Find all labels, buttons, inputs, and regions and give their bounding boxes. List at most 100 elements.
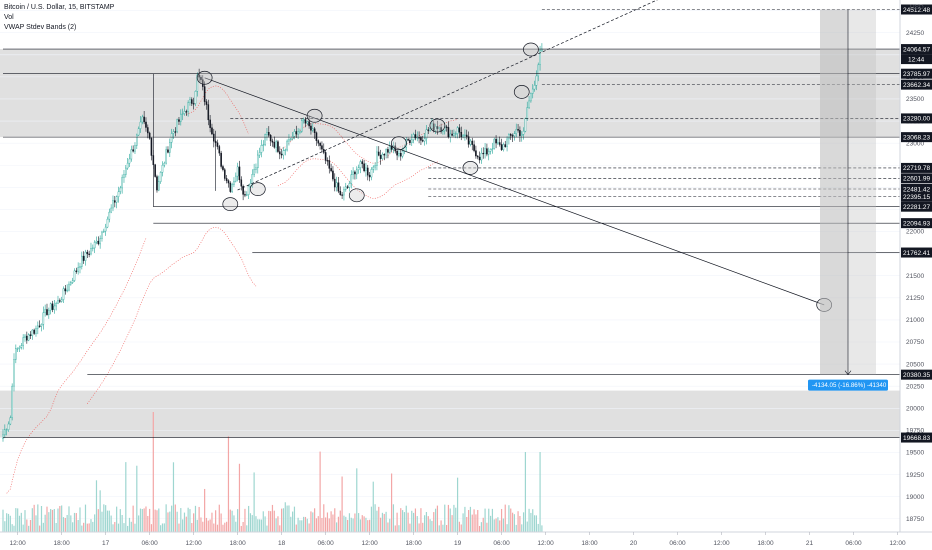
volume-bar [95, 480, 98, 532]
volume-bar [390, 473, 393, 532]
volume-bar [488, 508, 490, 532]
candle-body [73, 270, 76, 281]
volume-bar [466, 516, 468, 532]
volume-bar [99, 490, 101, 532]
volume-bar [66, 514, 68, 532]
price-range-measure[interactable]: -4134.05 (-16.86%) -41340 [808, 9, 888, 391]
volume-bar [211, 512, 213, 532]
volume-bar [308, 523, 310, 532]
candle-body [189, 99, 191, 103]
candle-body [154, 164, 156, 177]
volume-bar [348, 513, 351, 532]
volume-bar [68, 506, 70, 532]
volume-bar [191, 523, 193, 532]
candle-body [352, 171, 354, 175]
volume-bar [59, 506, 61, 532]
volume-bar [174, 504, 176, 532]
candle-body [432, 123, 435, 131]
candle-body [13, 359, 15, 387]
volume-bar [242, 522, 244, 532]
candle-body [273, 142, 276, 148]
volume-indicator-label[interactable]: Vol [4, 14, 14, 21]
volume-bar [431, 520, 433, 532]
volume-bar [116, 506, 118, 532]
candle-body [190, 99, 193, 104]
candle-body [247, 185, 250, 195]
candle-body [163, 162, 166, 166]
volume-bar [361, 515, 363, 532]
level-label-box [901, 173, 932, 184]
volume-bar [229, 509, 231, 532]
volume-bar [139, 508, 142, 532]
volume-bar [193, 513, 195, 532]
volume-bar [198, 506, 200, 532]
volume-bar [273, 510, 275, 532]
chart-legend: Bitcoin / U.S. Dollar, 15, BITSTAMP Vol … [4, 3, 114, 33]
candle-body [35, 327, 37, 334]
pivot-circle [196, 70, 213, 85]
candle-body [5, 429, 8, 431]
volume-bar [334, 508, 336, 532]
volume-bar [55, 523, 57, 532]
pivot-circle [429, 118, 446, 133]
level-label: 23785.97 [903, 71, 930, 78]
level-label: 24512.48 [903, 7, 930, 14]
volume-bar [473, 509, 475, 532]
vwap-band-line [186, 85, 249, 135]
volume-bar [378, 506, 380, 532]
pivot-circle [391, 136, 407, 151]
level-label: 23068.23 [903, 134, 930, 141]
volume-bar [251, 515, 253, 532]
candle-body [218, 146, 221, 154]
volume-bar [108, 510, 110, 532]
candle-body [181, 113, 184, 115]
candle-body [383, 153, 386, 156]
candle-body [40, 324, 43, 327]
volume-bar [70, 515, 72, 532]
candle-body [324, 152, 327, 161]
volume-bar [147, 515, 149, 532]
currency-label[interactable]: USD [910, 4, 924, 11]
candle-body [11, 385, 13, 418]
volume-bar [17, 508, 19, 532]
candle-body [145, 121, 147, 128]
volume-bar [31, 508, 33, 532]
candle-body [377, 151, 380, 156]
volume-bar [444, 504, 446, 532]
candle-body [88, 253, 90, 255]
candle-body [519, 130, 521, 136]
candle-body [368, 174, 371, 178]
vwap-indicator-label[interactable]: VWAP Stdev Bands (2) [4, 24, 77, 31]
volume-bar [500, 508, 503, 532]
volume-bar [400, 508, 402, 532]
volume-bar [81, 525, 83, 532]
candle-body [148, 132, 151, 139]
candle-body [53, 305, 56, 310]
candle-body [110, 207, 112, 213]
candle-body [24, 335, 26, 338]
candle-body [379, 154, 382, 159]
volume-bar [222, 524, 224, 532]
candle-body [344, 186, 347, 190]
volume-bar [37, 504, 39, 532]
volume-bar [237, 509, 239, 532]
symbol-title[interactable]: Bitcoin / U.S. Dollar, 15, BITSTAMP [4, 4, 115, 11]
candle-body [255, 167, 257, 170]
volume-bar [281, 508, 283, 532]
candle-body [150, 138, 153, 156]
pivot-circle [462, 161, 479, 175]
volume-bar [150, 524, 153, 532]
time-axis[interactable]: 12:00 18:00 17 06:00 12:00 18:00 18 06:00 12:00 1… [10, 532, 906, 547]
candle-body [121, 177, 123, 189]
volume-bar [387, 522, 389, 532]
level-label: 19668.83 [903, 435, 930, 442]
volume-bar [182, 519, 184, 532]
zone-band [0, 49, 900, 74]
volume-bar [196, 519, 198, 532]
candle-body [508, 134, 510, 140]
countdown-label: 12:44 [908, 56, 925, 63]
volume-bar [86, 523, 88, 532]
time-tick: 12:00 [713, 540, 730, 547]
candle-body [106, 218, 109, 228]
